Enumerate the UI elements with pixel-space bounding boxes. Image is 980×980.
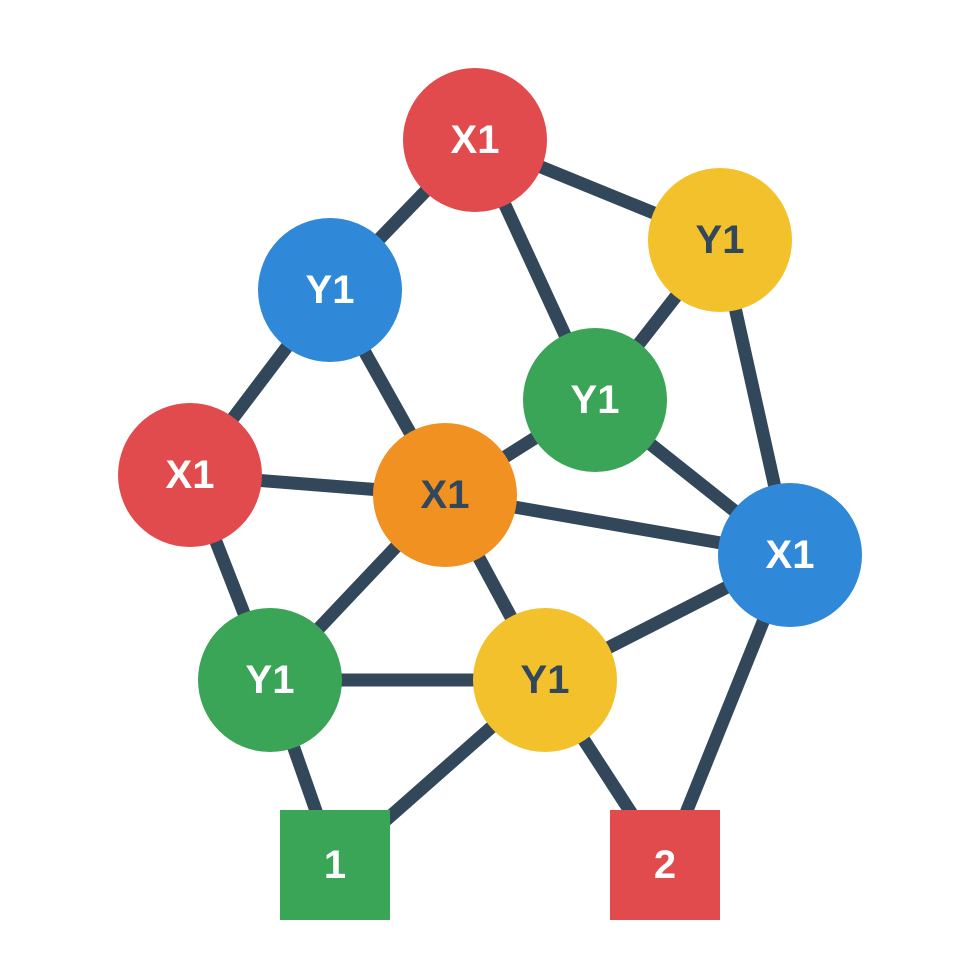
node-n_y1_right: Y1: [648, 168, 792, 312]
network-diagram: X1 Y1 Y1 Y1 X1 X1 X1 Y1 Y1 1 2: [0, 0, 980, 980]
node-n_y1_green: Y1: [523, 328, 667, 472]
node-n_x1_mid: X1: [373, 423, 517, 567]
node-label: X1: [766, 533, 815, 577]
node-label: Y1: [696, 218, 745, 262]
node-label: X1: [451, 118, 500, 162]
node-n_x1_left: X1: [118, 403, 262, 547]
node-n_y1_blue: Y1: [258, 218, 402, 362]
node-n_y1_yellow: Y1: [473, 608, 617, 752]
node-label: Y1: [246, 658, 295, 702]
node-label: Y1: [521, 658, 570, 702]
node-label: Y1: [306, 268, 355, 312]
node-label: 1: [324, 843, 346, 887]
nodes-layer: X1 Y1 Y1 Y1 X1 X1 X1 Y1 Y1 1 2: [118, 68, 862, 920]
node-n_y1_bl: Y1: [198, 608, 342, 752]
node-n_x1_top: X1: [403, 68, 547, 212]
node-label: Y1: [571, 378, 620, 422]
node-label: 2: [654, 843, 676, 887]
node-n_x1_blue: X1: [718, 483, 862, 627]
node-label: X1: [166, 453, 215, 497]
node-sq_2: 2: [610, 810, 720, 920]
node-label: X1: [421, 473, 470, 517]
node-sq_1: 1: [280, 810, 390, 920]
